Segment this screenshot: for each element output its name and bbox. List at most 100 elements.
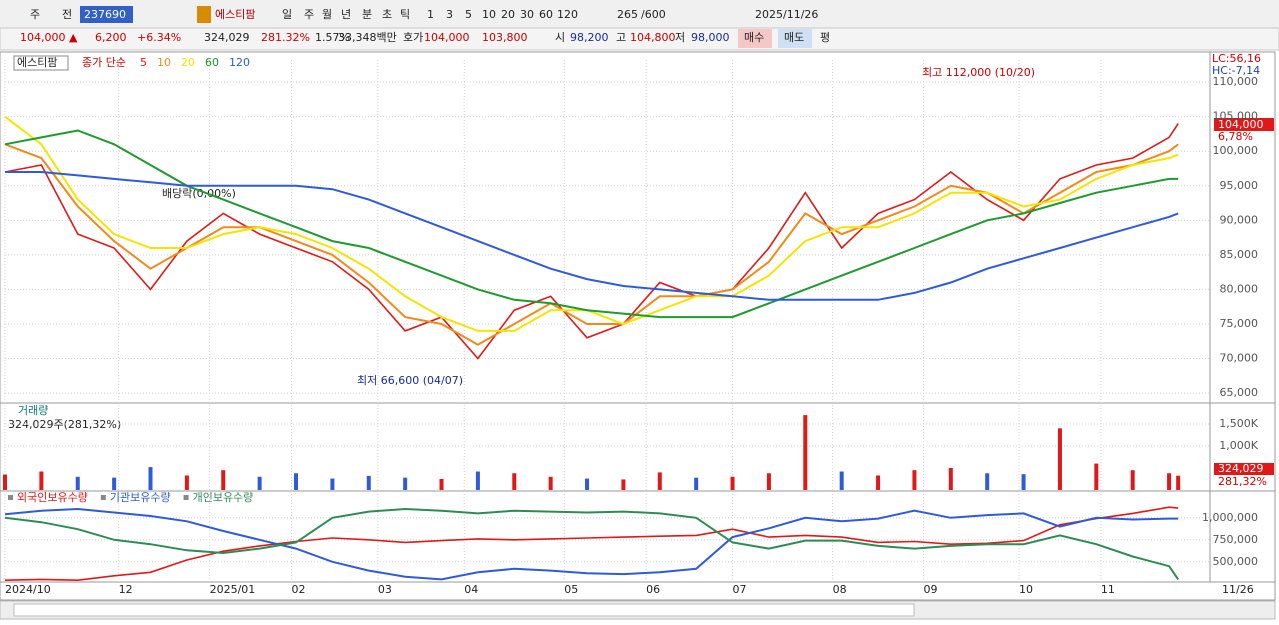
volume-bar: [766, 473, 771, 490]
y-tick-label: 110,000: [1213, 75, 1259, 88]
quote-item: 104,000 ▲: [20, 31, 78, 44]
toolbar-item: 년: [341, 8, 351, 21]
quote-item: 98,000: [691, 31, 730, 44]
x-tick-label: 04: [464, 583, 478, 596]
x-tick-label: 03: [378, 583, 392, 596]
toolbar-item: 237690: [84, 8, 126, 21]
y-tick-label: 500,000: [1213, 555, 1259, 568]
legend-entry: 20: [181, 56, 195, 69]
toolbar-item: 1: [427, 8, 434, 21]
buy-button[interactable]: [738, 29, 772, 48]
toolbar-item: 주: [30, 8, 40, 21]
toolbar-item: 전: [62, 8, 72, 21]
last-price: 104,000: [1218, 118, 1264, 131]
legend-swatch: [183, 495, 189, 500]
quote-item: 33,348백만: [338, 31, 397, 44]
x-tick-label: 11: [1101, 583, 1115, 596]
quote-item: 1.57%: [315, 31, 350, 44]
y-tick-label: 70,000: [1220, 352, 1259, 365]
y-tick-label: 750,000: [1213, 533, 1259, 546]
y-tick-label: 1,000,000: [1202, 511, 1258, 524]
series-line: [4, 115, 1179, 332]
volume-bar: [585, 478, 590, 490]
series-line: [4, 143, 1179, 346]
low-annotation: 최저 66,600 (04/07): [357, 374, 463, 387]
volume-bar: [1021, 474, 1026, 490]
x-end-label: 11/26: [1222, 583, 1254, 596]
toolbar-item: 월: [322, 8, 332, 21]
scroll-thumb[interactable]: [13, 603, 915, 617]
volume-bar: [475, 471, 480, 490]
volume-bar: [548, 476, 553, 490]
volume-bar: [221, 470, 226, 490]
y-tick-label: 95,000: [1220, 179, 1259, 192]
x-tick-label: 07: [733, 583, 747, 596]
legend-entry: 외국인보유수량: [17, 491, 88, 504]
code-box[interactable]: [80, 6, 133, 23]
volume-bar: [912, 470, 917, 490]
volume-bar: [621, 479, 626, 490]
x-tick-label: 02: [291, 583, 305, 596]
stock-label: 에스티팜: [17, 56, 57, 69]
volume-bar: [657, 472, 662, 490]
volume-bar: [694, 477, 699, 490]
volume-bar: [1094, 463, 1099, 490]
volume-bar: [948, 467, 953, 490]
series-line: [4, 123, 1179, 360]
volume-bar: [75, 476, 80, 490]
toolbar-item: 일: [282, 7, 292, 21]
series-line: [4, 129, 1179, 319]
quote-item: 98,200: [570, 31, 609, 44]
toolbar-item: 에스티팜: [215, 8, 255, 21]
volume-bar: [257, 476, 262, 490]
volume-bar: [1130, 470, 1135, 490]
volume-bar: [512, 473, 517, 490]
volume-bar: [730, 476, 735, 490]
x-tick-label: 06: [646, 583, 660, 596]
last-price-box: [1214, 118, 1274, 131]
toolbar-item: 10: [482, 8, 496, 21]
legend-entry: 60: [205, 56, 219, 69]
last-change: 6,78%: [1218, 130, 1253, 143]
volume-bar: [3, 474, 7, 490]
quote-item: 시: [555, 31, 565, 44]
sell-button[interactable]: [778, 29, 812, 48]
toolbar-item: 주: [304, 8, 314, 21]
toolbar-item: 분: [362, 8, 372, 21]
legend-swatch: [100, 495, 106, 500]
x-tick-label: 2025/01: [210, 583, 256, 596]
quote-item: 호가: [403, 31, 423, 44]
volume-bar: [366, 475, 371, 490]
y-tick-label: 85,000: [1220, 248, 1259, 261]
volume-bar: [148, 467, 153, 490]
series-line: [4, 506, 1179, 582]
series-line: [5, 171, 1179, 301]
y-tick-label: 90,000: [1220, 213, 1259, 226]
y-tick-label: 75,000: [1220, 317, 1259, 330]
toolbar-item: 3: [446, 8, 453, 21]
quote-item: 평: [820, 31, 830, 44]
quote-item: 324,029: [204, 31, 250, 44]
volume-bar: [112, 477, 117, 490]
y-tick-label: 1,000K: [1219, 439, 1258, 452]
legend-entry: 기관보유수량: [110, 491, 171, 504]
toolbar-item: /600: [641, 8, 666, 21]
quote-item: 6,200: [95, 31, 127, 44]
credit-icon: [197, 6, 211, 23]
quote-bar: [0, 27, 1279, 51]
x-tick-label: 09: [924, 583, 938, 596]
quote-item: 고: [616, 31, 626, 44]
y-tick-label: 65,000: [1220, 386, 1259, 399]
y-tick-label: 80,000: [1220, 282, 1259, 295]
lc-label: LC:56,16: [1212, 52, 1261, 65]
legend-entry: 개인보유수량: [193, 491, 254, 504]
quote-item: 103,800: [482, 31, 528, 44]
volume-subtitle: 324,029주(281,32%): [8, 418, 121, 431]
toolbar: [0, 0, 1279, 28]
volume-bar: [1057, 428, 1062, 490]
x-tick-label: 05: [564, 583, 578, 596]
last-volume-box: [1214, 463, 1274, 475]
volume-bar: [403, 477, 408, 490]
